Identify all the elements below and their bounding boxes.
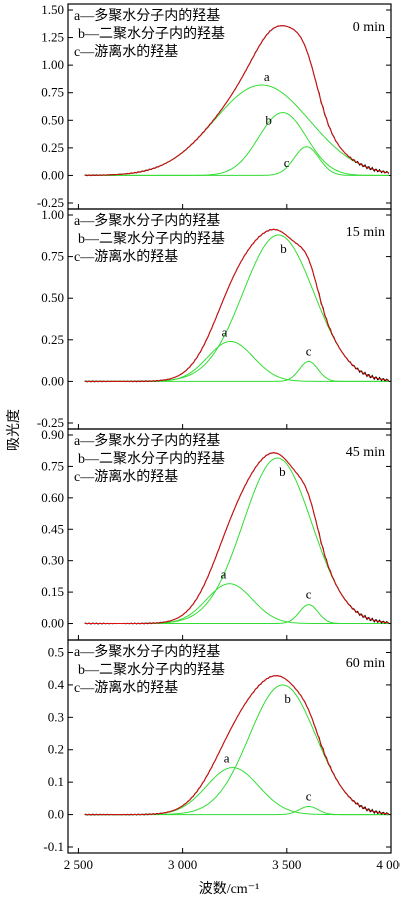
time-label: 60 min: [346, 656, 385, 671]
y-tick-label: -0.25: [37, 415, 64, 430]
x-tick-label: 4 000: [376, 857, 400, 872]
fit-peak-c: [84, 146, 389, 176]
x-tick-label: 2 500: [64, 857, 93, 872]
y-tick-label: -0.25: [37, 195, 64, 210]
legend-item: b—二聚水分子内的羟基: [78, 450, 225, 467]
fitted-sum: [84, 452, 389, 624]
y-tick-label: 1.50: [41, 2, 64, 17]
y-tick-label: 0.15: [41, 584, 64, 599]
peak-label-a: a: [221, 567, 227, 582]
y-tick-label: 0.50: [41, 290, 64, 305]
x-tick-label: 3 500: [272, 857, 301, 872]
legend-item: a—多聚水分子内的羟基: [74, 212, 220, 229]
fitted-sum: [84, 25, 389, 176]
y-tick-label: 0.0: [48, 807, 64, 822]
fit-peak-a: [84, 84, 389, 176]
fit-peak-b: [84, 684, 389, 816]
x-axis-title: 波数/cm⁻¹: [199, 881, 260, 897]
y-tick-label: 0.30: [41, 553, 64, 568]
y-tick-label: 0.75: [41, 249, 64, 264]
peak-label-b: b: [265, 113, 272, 128]
legend-item: a—多聚水分子内的羟基: [74, 7, 220, 24]
fit-peak-a: [84, 583, 389, 624]
measured-spectrum: [84, 674, 390, 816]
y-tick-label: 0.90: [41, 427, 64, 442]
time-label: 45 min: [346, 445, 385, 460]
plot-frame: [67, 639, 392, 854]
y-tick-label: 0.50: [41, 112, 64, 127]
y-tick-label: 1.00: [41, 57, 64, 72]
y-tick-label: 1.25: [41, 30, 64, 45]
fit-peak-c: [84, 604, 389, 624]
peak-label-b: b: [279, 464, 286, 479]
y-tick-label: 0.2: [48, 742, 64, 757]
legend-item: c—游离水的羟基: [74, 43, 178, 60]
y-tick-label: 0.00: [41, 373, 64, 388]
peak-label-a: a: [222, 324, 228, 339]
peak-label-b: b: [280, 241, 287, 256]
peak-label-c: c: [284, 155, 290, 170]
panel-1: 1.50 1.25 1.00 0.75 0.50 0.25 0.00 -0.25 a b c a—多聚…: [37, 2, 392, 210]
x-tick-label: 3 000: [168, 857, 197, 872]
y-tick-label: 0.25: [41, 140, 64, 155]
y-tick-label: 0.75: [41, 458, 64, 473]
time-label: 15 min: [346, 225, 385, 240]
y-tick-label: 0.4: [48, 677, 65, 692]
y-tick-label: 1.00: [41, 207, 64, 222]
y-axis-title: 吸光度: [6, 409, 22, 451]
fit-peak-c: [84, 806, 389, 816]
panel-3: 0.90 0.75 0.60 0.45 0.30 0.15 0.00 a b c a—多聚水分子内的…: [41, 427, 392, 641]
y-tick-label: 0.5: [48, 644, 64, 659]
panel-2: 1.00 0.75 0.50 0.25 0.00 -0.25 a b c a—多聚水分子内的羟基b…: [37, 207, 392, 430]
legend-item: c—游离水的羟基: [74, 468, 178, 485]
legend-item: b—二聚水分子内的羟基: [78, 230, 225, 247]
legend-item: a—多聚水分子内的羟基: [74, 432, 220, 449]
y-tick-label: 0.60: [41, 490, 64, 505]
legend-item: b—二聚水分子内的羟基: [78, 661, 225, 678]
legend-item: c—游离水的羟基: [74, 679, 178, 696]
legend-item: b—二聚水分子内的羟基: [78, 25, 225, 42]
peak-label-c: c: [306, 587, 312, 602]
peak-label-b: b: [284, 691, 291, 706]
panel-4: 0.5 0.4 0.3 0.2 0.1 0.0 -0.1 a b c a—多聚水分子内的羟基b—二聚…: [43, 639, 392, 854]
peak-label-a: a: [224, 751, 230, 766]
peak-label-c: c: [306, 788, 312, 803]
fit-peak-a: [84, 767, 389, 816]
fit-peak-b: [84, 112, 389, 176]
fitted-sum: [84, 229, 389, 382]
y-tick-label: 0.3: [48, 709, 64, 724]
y-tick-label: 0.25: [41, 332, 64, 347]
time-label: 0 min: [353, 20, 385, 35]
fitted-sum: [84, 675, 389, 816]
peak-label-c: c: [306, 343, 312, 358]
fit-peak-a: [84, 341, 389, 382]
y-tick-label: 0.75: [41, 85, 64, 100]
y-tick-label: 0.00: [41, 616, 64, 631]
fit-peak-c: [84, 360, 389, 382]
y-tick-label: -0.1: [43, 839, 64, 854]
y-tick-label: 0.00: [41, 167, 64, 182]
legend-item: a—多聚水分子内的羟基: [74, 643, 220, 660]
legend-item: c—游离水的羟基: [74, 248, 178, 265]
y-tick-label: 0.1: [48, 774, 64, 789]
y-tick-label: 0.45: [41, 521, 64, 536]
peak-label-a: a: [264, 69, 270, 84]
